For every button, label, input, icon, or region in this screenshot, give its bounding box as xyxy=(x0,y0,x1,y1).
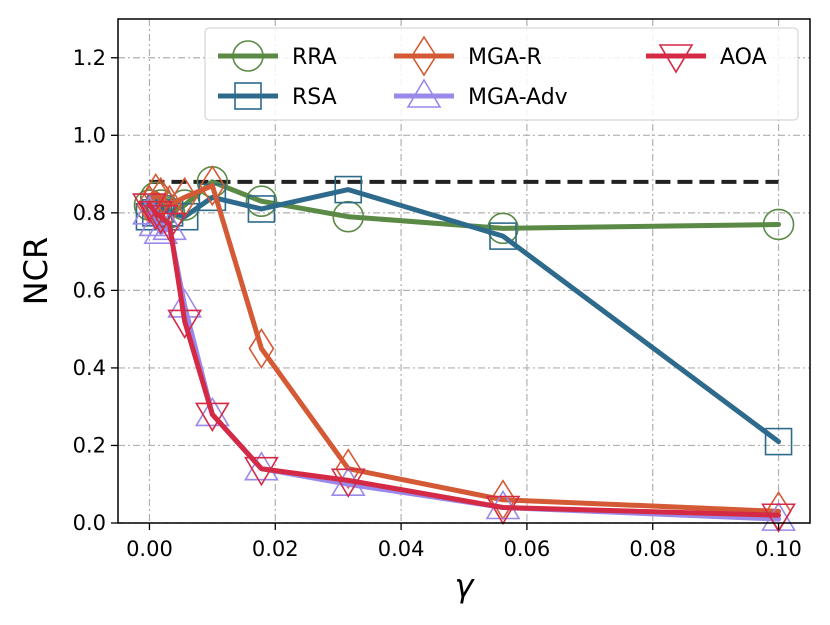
plot-frame xyxy=(117,18,811,524)
legend-entry-mga-adv: MGA-Adv xyxy=(394,78,568,110)
legend-marker-rsa xyxy=(234,82,262,110)
y-tick-label: 1.2 xyxy=(73,46,106,70)
x-tick-label: 0.02 xyxy=(252,537,299,561)
data-point-mga-r xyxy=(335,448,362,490)
y-tick-label: 1.0 xyxy=(73,123,106,147)
legend-marker-rra xyxy=(232,40,264,72)
series-aoa xyxy=(132,193,796,533)
legend-label-mga-r: MGA-R xyxy=(468,45,542,70)
data-point-mga-r xyxy=(248,328,275,370)
y-tick-label: 0.8 xyxy=(73,201,106,225)
data-point-rra xyxy=(762,208,795,241)
x-tick-label: 0.08 xyxy=(629,537,676,561)
x-axis-label: γ xyxy=(455,567,476,605)
legend-entry-aoa: AOA xyxy=(646,44,767,74)
data-point-rra xyxy=(245,185,278,218)
legend-marker-mga-r xyxy=(411,35,437,77)
legend-entry-rsa: RSA xyxy=(218,82,337,110)
legend-marker-mga-adv xyxy=(406,78,442,108)
legend-marker-aoa xyxy=(658,44,694,74)
series-layer xyxy=(132,165,796,533)
legend-label-mga-adv: MGA-Adv xyxy=(468,85,568,110)
x-tick-label: 0.04 xyxy=(378,537,425,561)
y-tick-label: 0.2 xyxy=(73,433,106,457)
legend-entry-mga-r: MGA-R xyxy=(394,35,542,77)
legend-box xyxy=(204,27,799,121)
data-point-rra xyxy=(487,212,519,245)
data-point-rra xyxy=(332,200,365,233)
legend-entry-rra: RRA xyxy=(218,40,337,72)
data-point-rsa xyxy=(334,175,363,204)
legend-label-rsa: RSA xyxy=(292,85,337,110)
data-point-aoa xyxy=(152,212,187,243)
data-point-rsa xyxy=(247,195,276,223)
data-point-aoa xyxy=(132,193,167,223)
y-tick-label: 0.6 xyxy=(73,278,106,302)
data-point-rsa xyxy=(489,222,517,250)
data-point-aoa xyxy=(485,495,521,526)
data-point-aoa xyxy=(143,204,179,235)
data-point-aoa xyxy=(194,402,230,433)
x-tick-label: 0.06 xyxy=(504,537,551,561)
legend-label-rra: RRA xyxy=(292,45,337,70)
ticks: 0.00 0.02 0.04 0.06 0.08 0.10 0.0 0.2 0.4 0.6 0.8 1… xyxy=(73,46,802,561)
x-tick-label: 0.10 xyxy=(755,537,802,561)
data-point-rsa xyxy=(764,427,793,456)
data-point-mga-r xyxy=(199,165,226,207)
data-point-aoa xyxy=(330,468,366,498)
y-axis-label: NCR xyxy=(17,237,55,306)
y-tick-label: 0.0 xyxy=(73,511,106,535)
data-point-aoa xyxy=(167,309,203,339)
y-tick-label: 0.4 xyxy=(73,356,106,380)
legend: RRA RSA MGA-R MGA-Adv AOA xyxy=(204,27,799,121)
x-tick-label: 0.00 xyxy=(126,537,173,561)
data-point-aoa xyxy=(761,503,796,533)
series-line-mga-r xyxy=(146,183,782,514)
data-point-mga-adv xyxy=(194,396,230,427)
legend-label-aoa: AOA xyxy=(720,45,767,70)
data-point-mga-adv xyxy=(244,451,279,481)
data-point-aoa xyxy=(138,201,174,231)
data-point-aoa xyxy=(244,456,279,487)
series-line-aoa xyxy=(146,202,782,518)
